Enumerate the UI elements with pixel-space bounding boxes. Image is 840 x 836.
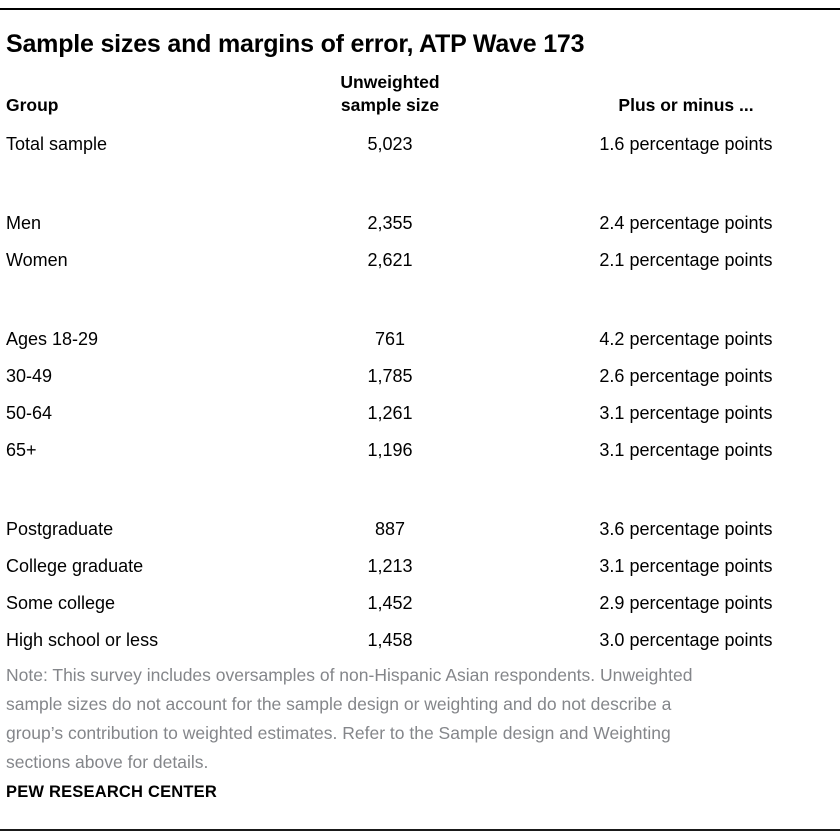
table-row-men: Men 2,355 2.4 percentage points bbox=[0, 205, 840, 242]
table-row-women: Women 2,621 2.1 percentage points bbox=[0, 242, 840, 279]
group-cell: Total sample bbox=[6, 134, 108, 154]
sample-size-cell: 1,785 bbox=[367, 366, 413, 386]
moe-cell: 3.6 percentage points bbox=[599, 519, 773, 539]
note-text: Note: This survey includes oversamples o… bbox=[6, 665, 693, 772]
sample-size-cell: 2,355 bbox=[367, 213, 413, 233]
moe-cell: 1.6 percentage points bbox=[599, 134, 773, 154]
table-row-30-49: 30-49 1,785 2.6 percentage points bbox=[0, 358, 840, 395]
group-cell: 50-64 bbox=[6, 403, 53, 423]
figure-title: Sample sizes and margins of error, ATP W… bbox=[6, 30, 585, 58]
table-row-high-school-or-less: High school or less 1,458 3.0 percentage… bbox=[0, 622, 840, 659]
table-row-total-sample: Total sample 5,023 1.6 percentage points bbox=[0, 126, 840, 163]
moe-cell: 3.1 percentage points bbox=[599, 403, 773, 423]
moe-cell: 2.1 percentage points bbox=[599, 250, 773, 270]
table-row-college-graduate: College graduate 1,213 3.1 percentage po… bbox=[0, 548, 840, 585]
sample-size-cell: 1,458 bbox=[367, 630, 413, 650]
table-header-row: Group Unweighted sample size Plus or min… bbox=[0, 71, 840, 117]
table-row-50-64: 50-64 1,261 3.1 percentage points bbox=[0, 395, 840, 432]
group-cell: Women bbox=[6, 250, 68, 270]
top-rule bbox=[0, 8, 840, 10]
moe-cell: 2.4 percentage points bbox=[599, 213, 773, 233]
table-row-65-plus: 65+ 1,196 3.1 percentage points bbox=[0, 432, 840, 469]
sample-size-cell: 5,023 bbox=[367, 134, 413, 154]
table-body: Total sample 5,023 1.6 percentage points… bbox=[0, 126, 840, 659]
moe-cell: 3.0 percentage points bbox=[599, 630, 773, 650]
group-cell: Some college bbox=[6, 593, 116, 613]
moe-cell: 2.6 percentage points bbox=[599, 366, 773, 386]
column-header-unweighted-sample-size: Unweighted sample size bbox=[340, 72, 440, 115]
table-row-some-college: Some college 1,452 2.9 percentage points bbox=[0, 585, 840, 622]
column-header-plus-or-minus: Plus or minus ... bbox=[618, 95, 754, 115]
sample-size-cell: 761 bbox=[374, 329, 406, 349]
table-row-postgraduate: Postgraduate 887 3.6 percentage points bbox=[0, 511, 840, 548]
group-cell: College graduate bbox=[6, 556, 144, 576]
table-row-ages-18-29: Ages 18-29 761 4.2 percentage points bbox=[0, 321, 840, 358]
moe-cell: 3.1 percentage points bbox=[599, 440, 773, 460]
group-cell: 30-49 bbox=[6, 366, 53, 386]
bottom-rule bbox=[0, 829, 840, 831]
moe-cell: 3.1 percentage points bbox=[599, 556, 773, 576]
sample-size-cell: 1,196 bbox=[367, 440, 413, 460]
sample-size-cell: 1,213 bbox=[367, 556, 413, 576]
sample-size-cell: 887 bbox=[374, 519, 406, 539]
group-cell: High school or less bbox=[6, 630, 159, 650]
moe-cell: 2.9 percentage points bbox=[599, 593, 773, 613]
sample-size-cell: 2,621 bbox=[367, 250, 413, 270]
source-label: PEW RESEARCH CENTER bbox=[6, 783, 217, 801]
moe-cell: 4.2 percentage points bbox=[599, 329, 773, 349]
column-header-group: Group bbox=[6, 95, 59, 115]
sample-size-cell: 1,261 bbox=[367, 403, 413, 423]
group-cell: Men bbox=[6, 213, 42, 233]
sample-size-cell: 1,452 bbox=[367, 593, 413, 613]
group-cell: Ages 18-29 bbox=[6, 329, 99, 349]
group-cell: 65+ bbox=[6, 440, 37, 460]
group-cell: Postgraduate bbox=[6, 519, 114, 539]
